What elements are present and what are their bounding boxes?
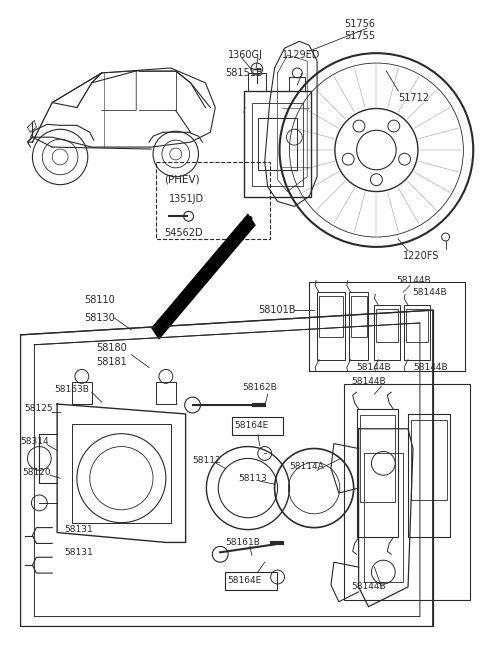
Text: 58144B: 58144B — [357, 363, 391, 372]
Text: 58144B: 58144B — [352, 377, 386, 386]
Text: 58181: 58181 — [96, 356, 127, 367]
Bar — [258, 118, 297, 170]
Text: 1351JD: 1351JD — [169, 195, 204, 204]
Text: 1220FS: 1220FS — [403, 251, 440, 261]
Text: 58164E: 58164E — [227, 576, 262, 586]
Text: 51756: 51756 — [344, 19, 375, 28]
Text: 58144B: 58144B — [352, 582, 386, 591]
Bar — [232, 417, 284, 435]
Text: 58163B: 58163B — [54, 385, 89, 394]
Text: 51712: 51712 — [398, 93, 429, 103]
Bar — [404, 305, 430, 360]
Bar — [252, 103, 303, 186]
Text: 58131: 58131 — [64, 525, 93, 534]
Text: 58180: 58180 — [96, 343, 127, 353]
Bar — [406, 309, 428, 342]
Bar — [351, 296, 367, 336]
Text: 58144B: 58144B — [412, 288, 446, 297]
Text: 58144B: 58144B — [413, 363, 447, 372]
Bar — [225, 572, 276, 590]
Bar — [408, 414, 450, 538]
Bar — [360, 415, 395, 502]
Bar — [319, 296, 343, 336]
Text: 58314: 58314 — [21, 437, 49, 446]
Text: 58164E: 58164E — [234, 421, 268, 430]
Text: 58113: 58113 — [238, 474, 267, 483]
Bar — [344, 384, 470, 600]
Text: 58131: 58131 — [64, 548, 93, 557]
Bar — [376, 309, 398, 342]
Text: 58161B: 58161B — [225, 538, 260, 547]
Text: 58110: 58110 — [84, 295, 115, 305]
Polygon shape — [151, 214, 256, 340]
Bar — [309, 283, 466, 371]
Bar — [72, 424, 171, 523]
Text: 58162B: 58162B — [242, 383, 277, 391]
Bar — [248, 73, 266, 91]
Text: 54562D: 54562D — [164, 228, 203, 238]
Text: 1360GJ: 1360GJ — [228, 50, 263, 60]
Bar — [156, 162, 270, 239]
Bar — [72, 382, 92, 404]
Text: 58120: 58120 — [23, 468, 51, 477]
Text: 58101B: 58101B — [258, 305, 295, 315]
Text: 58125: 58125 — [24, 404, 53, 413]
Text: 58114A: 58114A — [289, 462, 324, 471]
Bar — [411, 420, 446, 500]
Text: 58151B: 58151B — [225, 68, 263, 78]
Text: 1129ED: 1129ED — [281, 50, 320, 60]
Text: 58130: 58130 — [84, 313, 115, 323]
Bar — [374, 305, 400, 360]
Bar — [244, 91, 311, 197]
Bar — [349, 292, 369, 360]
Bar — [317, 292, 345, 360]
Bar — [156, 382, 176, 404]
Text: 58144B: 58144B — [396, 276, 431, 285]
Bar — [357, 409, 398, 538]
Bar — [289, 77, 305, 91]
Text: 51755: 51755 — [344, 31, 375, 41]
Text: 58112: 58112 — [192, 456, 221, 465]
Text: (PHEV): (PHEV) — [164, 175, 200, 184]
